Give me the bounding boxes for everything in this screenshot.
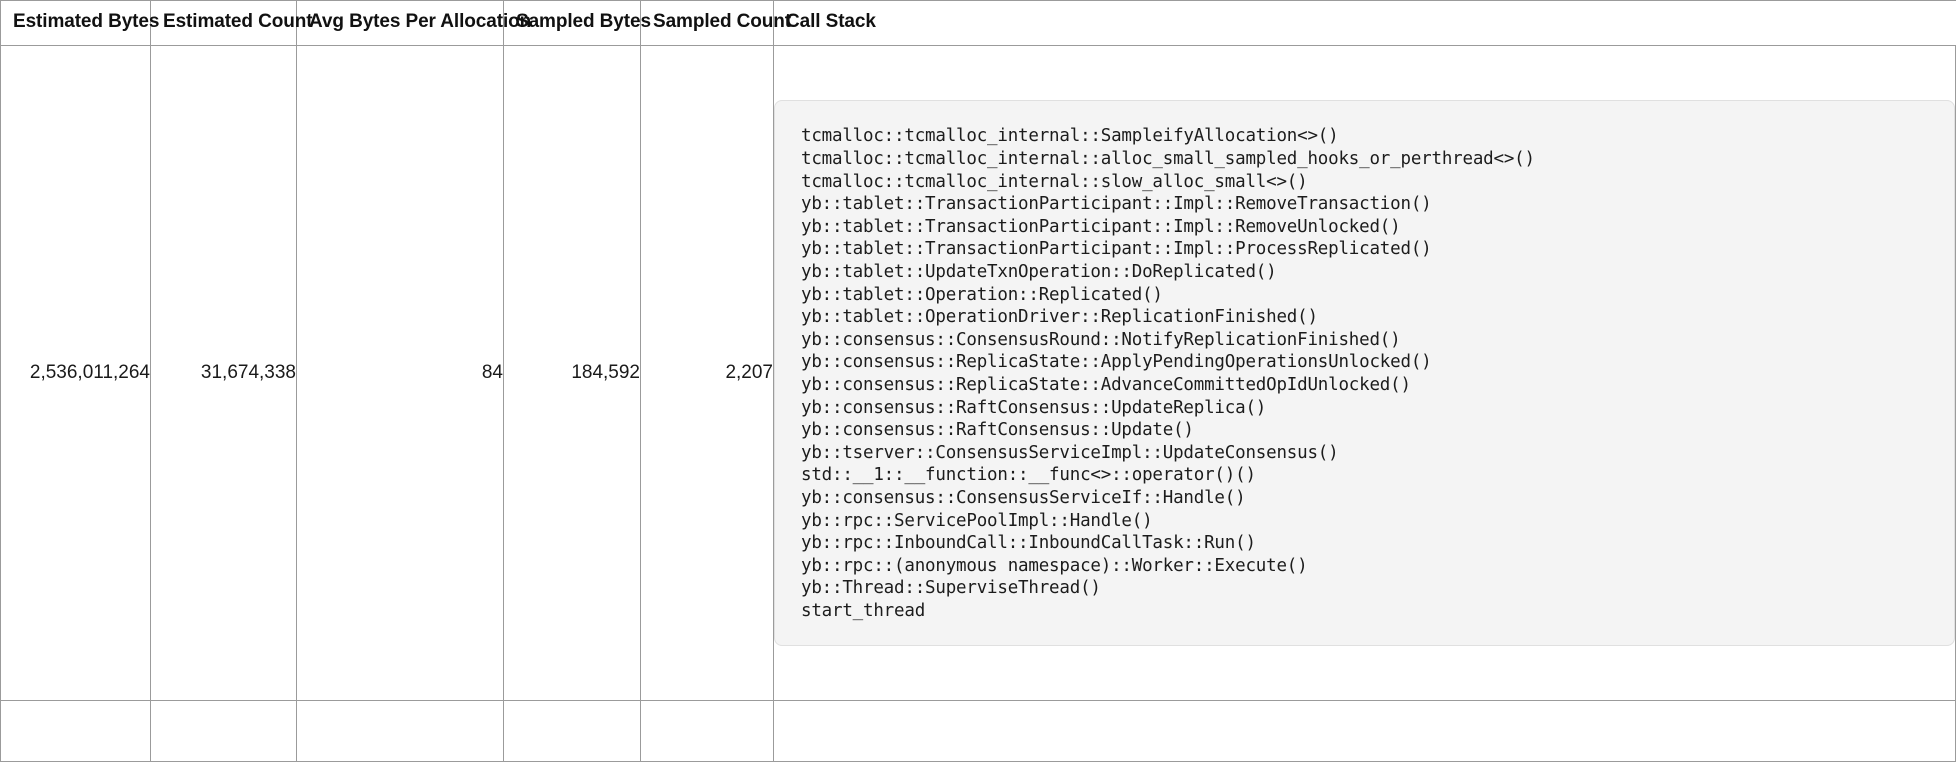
call-stack-frame: yb::rpc::(anonymous namespace)::Worker::… [801,555,1308,576]
cell-sampled-count: 2,207 [640,45,774,701]
call-stack-frame: yb::tablet::TransactionParticipant::Impl… [801,239,1432,260]
cell-call-stack: tcmalloc::tcmalloc_internal::SampleifyAl… [773,45,1956,701]
call-stack-frame: yb::consensus::ConsensusRound::NotifyRep… [801,329,1401,350]
cell-estimated-bytes [0,700,151,762]
cell-avg-bytes-per-allocation: 84 [296,45,504,701]
call-stack-frame: tcmalloc::tcmalloc_internal::alloc_small… [801,149,1535,170]
call-stack-frame: yb::tablet::OperationDriver::Replication… [801,307,1318,328]
column-header-sampled-count[interactable]: Sampled Count [640,0,791,46]
column-header-estimated-count[interactable]: Estimated Count [150,0,313,46]
column-header-avg-bytes-per-allocation[interactable]: Avg Bytes Per Allocation [296,0,531,46]
call-stack-frame: yb::consensus::RaftConsensus::Update() [801,420,1194,441]
cell-sampled-bytes: 184,592 [503,45,641,701]
column-header-sampled-bytes[interactable]: Sampled Bytes [503,0,651,46]
cell-sampled-bytes [503,700,641,762]
call-stack-frame: yb::consensus::RaftConsensus::UpdateRepl… [801,397,1267,418]
call-stack-frame: yb::rpc::InboundCall::InboundCallTask::R… [801,533,1256,554]
call-stack-panel: tcmalloc::tcmalloc_internal::SampleifyAl… [774,100,1955,646]
table-header: Estimated Bytes Estimated Count Avg Byte… [0,0,1956,46]
table-row [0,700,1956,762]
call-stack-frame: yb::consensus::ReplicaState::ApplyPendin… [801,352,1432,373]
call-stack-frame: yb::consensus::ConsensusServiceIf::Handl… [801,487,1246,508]
table-row: 2,536,011,264 31,674,338 84 184,592 2,20… [0,45,1956,701]
cell-sampled-count [640,700,774,762]
column-header-call-stack[interactable]: Call Stack [773,0,1956,46]
column-header-estimated-bytes[interactable]: Estimated Bytes [0,0,159,46]
cell-avg-bytes-per-allocation [296,700,504,762]
call-stack-frame: yb::rpc::ServicePoolImpl::Handle() [801,510,1153,531]
table-body: 2,536,011,264 31,674,338 84 184,592 2,20… [0,45,1956,762]
call-stack-frame: yb::tablet::Operation::Replicated() [801,284,1163,305]
call-stack-frame: yb::tablet::TransactionParticipant::Impl… [801,216,1401,237]
call-stack-frame: yb::tablet::TransactionParticipant::Impl… [801,194,1432,215]
call-stack-frame: start_thread [801,600,926,621]
cell-estimated-bytes: 2,536,011,264 [0,45,151,701]
cell-call-stack [773,700,1956,762]
call-stack-frame: yb::tserver::ConsensusServiceImpl::Updat… [801,442,1339,463]
call-stack-frame: yb::tablet::UpdateTxnOperation::DoReplic… [801,262,1277,283]
table-header-row: Estimated Bytes Estimated Count Avg Byte… [0,0,1956,46]
cell-estimated-count [150,700,297,762]
call-stack-frame: std::__1::__function::__func<>::operator… [801,465,1256,486]
cell-estimated-count: 31,674,338 [150,45,297,701]
call-stack-frame: tcmalloc::tcmalloc_internal::slow_alloc_… [801,171,1308,192]
call-stack-frame: yb::consensus::ReplicaState::AdvanceComm… [801,375,1411,395]
call-stack-frame: yb::Thread::SuperviseThread() [801,578,1101,599]
call-stack-frame: tcmalloc::tcmalloc_internal::SampleifyAl… [801,126,1339,147]
